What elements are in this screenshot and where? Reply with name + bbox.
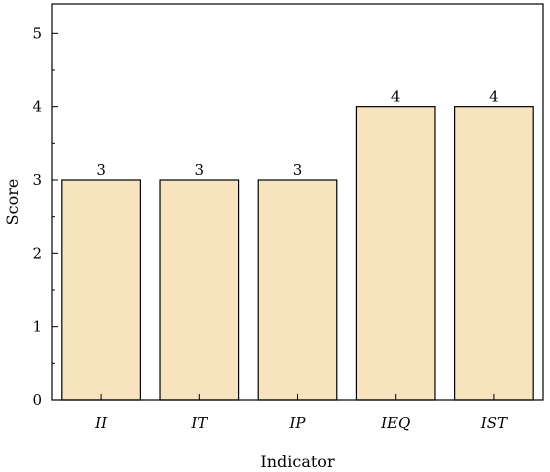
bar-ist [454,106,534,401]
x-tick-label-ieq: IEQ [380,414,410,432]
x-tick-label-it: IT [190,414,208,432]
data-labels-layer: 3 3 3 4 4 [96,88,498,179]
x-axis-title: Indicator [260,452,335,471]
x-axis-ticks: II IT IP IEQ IST [94,394,508,432]
y-tick-label-1: 1 [32,318,42,336]
x-tick-label-ip: IP [288,414,306,432]
bar-ii [61,179,141,401]
data-label-ieq: 4 [391,88,401,106]
y-tick-label-3: 3 [32,171,42,189]
y-tick-label-0: 0 [32,391,42,409]
y-tick-label-2: 2 [32,244,42,262]
bars-layer [61,106,534,401]
bar-ieq [355,106,436,401]
data-label-it: 3 [195,161,205,179]
y-axis-ticks: 0 1 2 3 4 5 [32,24,58,409]
y-tick-label-5: 5 [32,24,42,42]
x-tick-label-ist: IST [480,414,508,432]
data-label-ip: 3 [293,161,303,179]
data-label-ii: 3 [96,161,106,179]
y-axis-title: Score [3,179,22,226]
y-tick-label-4: 4 [32,98,42,116]
x-tick-label-ii: II [94,414,108,432]
bar-it [159,179,240,401]
bar-ip [257,179,338,401]
data-label-ist: 4 [489,88,499,106]
